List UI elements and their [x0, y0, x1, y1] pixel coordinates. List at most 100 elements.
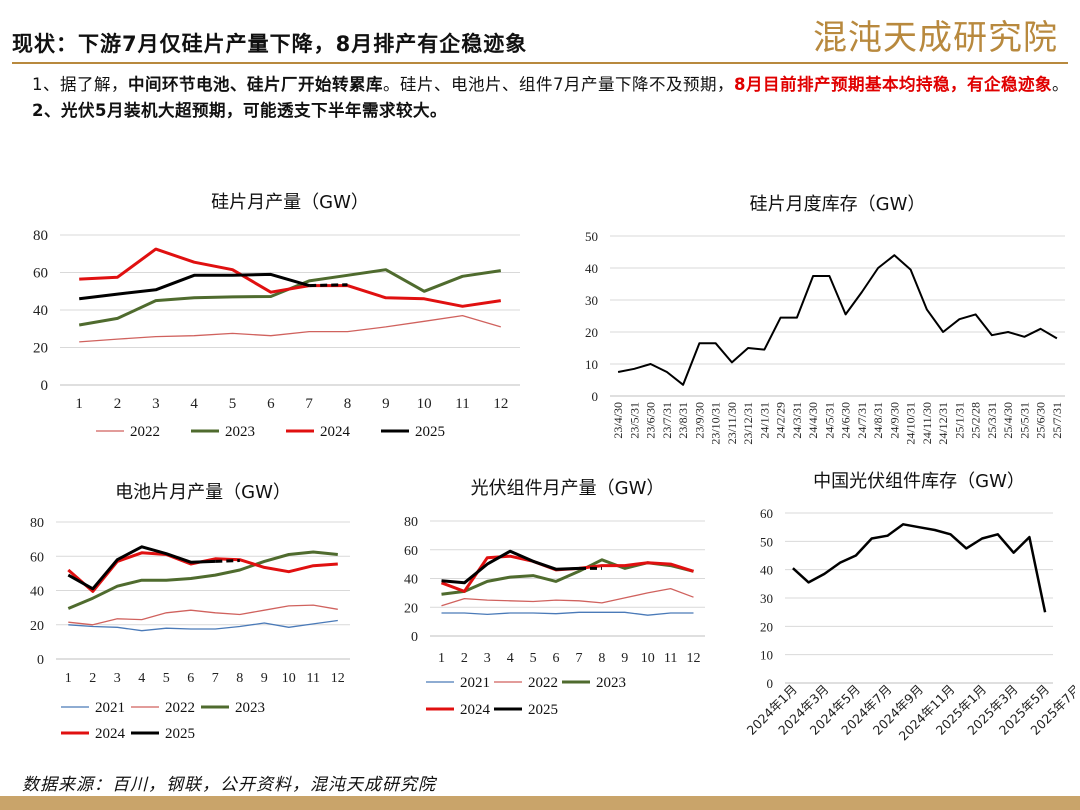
chart-title: 中国光伏组件库存（GW） — [813, 471, 1025, 492]
legend-label-2025: 2025 — [528, 702, 558, 718]
series-line — [792, 523, 1047, 613]
x-tick-label: 12 — [493, 396, 508, 412]
series-line-2025-forecast — [309, 283, 348, 288]
series-line-2025 — [79, 272, 310, 301]
x-tick-label: 25/5/31 — [1017, 402, 1031, 439]
y-tick-label: 60 — [30, 550, 44, 565]
legend-label-2024: 2024 — [460, 702, 491, 718]
y-tick-label: 50 — [585, 229, 598, 244]
x-tick-label: 11 — [664, 651, 677, 666]
bullet-2: 2、光伏5月装机大超预期，可能透支下半年需求较大。 — [32, 101, 447, 120]
chart-title: 硅片月度库存（GW） — [750, 194, 926, 215]
x-tick-label: 8 — [598, 651, 605, 666]
y-tick-label: 60 — [760, 506, 773, 521]
bullet-1-bold: 中间环节电池、硅片厂开始转累库 — [128, 75, 383, 94]
x-tick-label: 4 — [507, 651, 514, 666]
y-tick-label: 0 — [411, 630, 418, 645]
series-line-2025 — [67, 545, 216, 591]
legend-label-2022: 2022 — [130, 424, 160, 440]
x-tick-label: 6 — [553, 651, 560, 666]
y-tick-label: 0 — [767, 676, 774, 691]
series-line-2022 — [79, 314, 501, 343]
x-tick-label: 25/7/31 — [1050, 402, 1064, 439]
x-tick-label: 24/5/31 — [822, 402, 836, 439]
series-line — [617, 254, 1058, 386]
series-line-2023 — [67, 550, 338, 610]
y-tick-label: 30 — [585, 293, 598, 308]
x-tick-label: 1 — [65, 671, 72, 686]
y-tick-label: 10 — [760, 648, 773, 663]
x-tick-label: 2 — [89, 671, 96, 686]
y-tick-label: 40 — [30, 585, 44, 600]
x-tick-label: 7 — [305, 396, 313, 412]
bullet-1-prefix: 1、据了解， — [32, 75, 128, 94]
x-tick-label: 25/4/30 — [1001, 402, 1015, 439]
series-line-2022 — [441, 587, 694, 607]
x-tick-label: 7 — [575, 651, 582, 666]
x-tick-label: 24/9/30 — [887, 402, 901, 439]
x-tick-label: 23/11/30 — [725, 402, 739, 444]
summary-bullets: 1、据了解，中间环节电池、硅片厂开始转累库。硅片、电池片、组件7月产量下降不及预… — [32, 72, 1072, 124]
x-tick-label: 24/11/30 — [920, 402, 934, 444]
y-tick-label: 40 — [404, 573, 418, 588]
y-tick-label: 40 — [585, 261, 598, 276]
module-inventory-chart: 中国光伏组件库存（GW）01020304050602024年1月2024年3月2… — [744, 471, 1075, 744]
x-tick-label: 1 — [75, 396, 83, 412]
x-tick-label: 23/4/30 — [611, 402, 625, 439]
x-tick-label: 23/12/31 — [741, 402, 755, 445]
legend-label-2023: 2023 — [596, 675, 626, 691]
page-title: 现状：下游7月仅硅片产量下降，8月排产有企稳迹象 — [12, 32, 528, 56]
x-tick-label: 6 — [267, 396, 275, 412]
y-tick-label: 20 — [760, 619, 773, 634]
footer-bar — [0, 796, 1080, 810]
x-tick-label: 24/3/31 — [790, 402, 804, 439]
y-tick-label: 0 — [37, 653, 44, 668]
x-tick-label: 10 — [641, 651, 655, 666]
data-source: 数据来源：百川，钢联，公开资料，混沌天成研究院 — [22, 775, 436, 795]
x-tick-label: 1 — [438, 651, 445, 666]
chart-title: 电池片月产量（GW） — [115, 482, 291, 503]
x-tick-label: 23/8/31 — [676, 402, 690, 439]
y-tick-label: 10 — [585, 357, 598, 372]
x-tick-label: 23/10/31 — [709, 402, 723, 445]
x-tick-label: 5 — [229, 396, 237, 412]
x-tick-label: 9 — [382, 396, 390, 412]
x-tick-label: 24/6/30 — [839, 402, 853, 439]
legend-label-2025: 2025 — [165, 726, 195, 742]
x-tick-label: 3 — [152, 396, 160, 412]
bullet-1-end: 。 — [1051, 75, 1069, 94]
x-tick-label: 6 — [187, 671, 194, 686]
x-tick-label: 12 — [687, 651, 701, 666]
legend-label-2024: 2024 — [95, 726, 126, 742]
legend-label-2023: 2023 — [235, 700, 265, 716]
y-tick-label: 20 — [30, 619, 44, 634]
y-tick-label: 80 — [404, 515, 418, 530]
y-tick-label: 20 — [585, 325, 598, 340]
x-tick-label: 25/1/31 — [952, 402, 966, 439]
chart-title: 光伏组件月产量（GW） — [471, 478, 665, 499]
x-tick-label: 9 — [261, 671, 268, 686]
y-tick-label: 80 — [33, 228, 48, 244]
legend-label-2021: 2021 — [460, 675, 490, 691]
y-tick-label: 40 — [33, 303, 48, 319]
legend-label-2021: 2021 — [95, 700, 125, 716]
x-tick-label: 24/2/29 — [774, 402, 788, 439]
series-line-2023 — [441, 558, 694, 596]
x-tick-label: 12 — [331, 671, 345, 686]
y-tick-label: 20 — [404, 601, 418, 616]
y-tick-label: 80 — [30, 516, 44, 531]
x-tick-label: 23/9/30 — [692, 402, 706, 439]
header: 现状：下游7月仅硅片产量下降，8月排产有企稳迹象 混沌天成研究院 — [0, 0, 1080, 64]
series-line-2022 — [68, 604, 338, 626]
x-tick-label: 24/12/31 — [936, 402, 950, 445]
y-tick-label: 30 — [760, 591, 773, 606]
x-tick-label: 2 — [461, 651, 468, 666]
legend-label-2022: 2022 — [165, 700, 195, 716]
x-tick-label: 5 — [530, 651, 537, 666]
x-tick-label: 25/3/31 — [985, 402, 999, 439]
bullet-1: 1、据了解，中间环节电池、硅片厂开始转累库。硅片、电池片、组件7月产量下降不及预… — [32, 72, 1072, 98]
y-tick-label: 60 — [404, 544, 418, 559]
